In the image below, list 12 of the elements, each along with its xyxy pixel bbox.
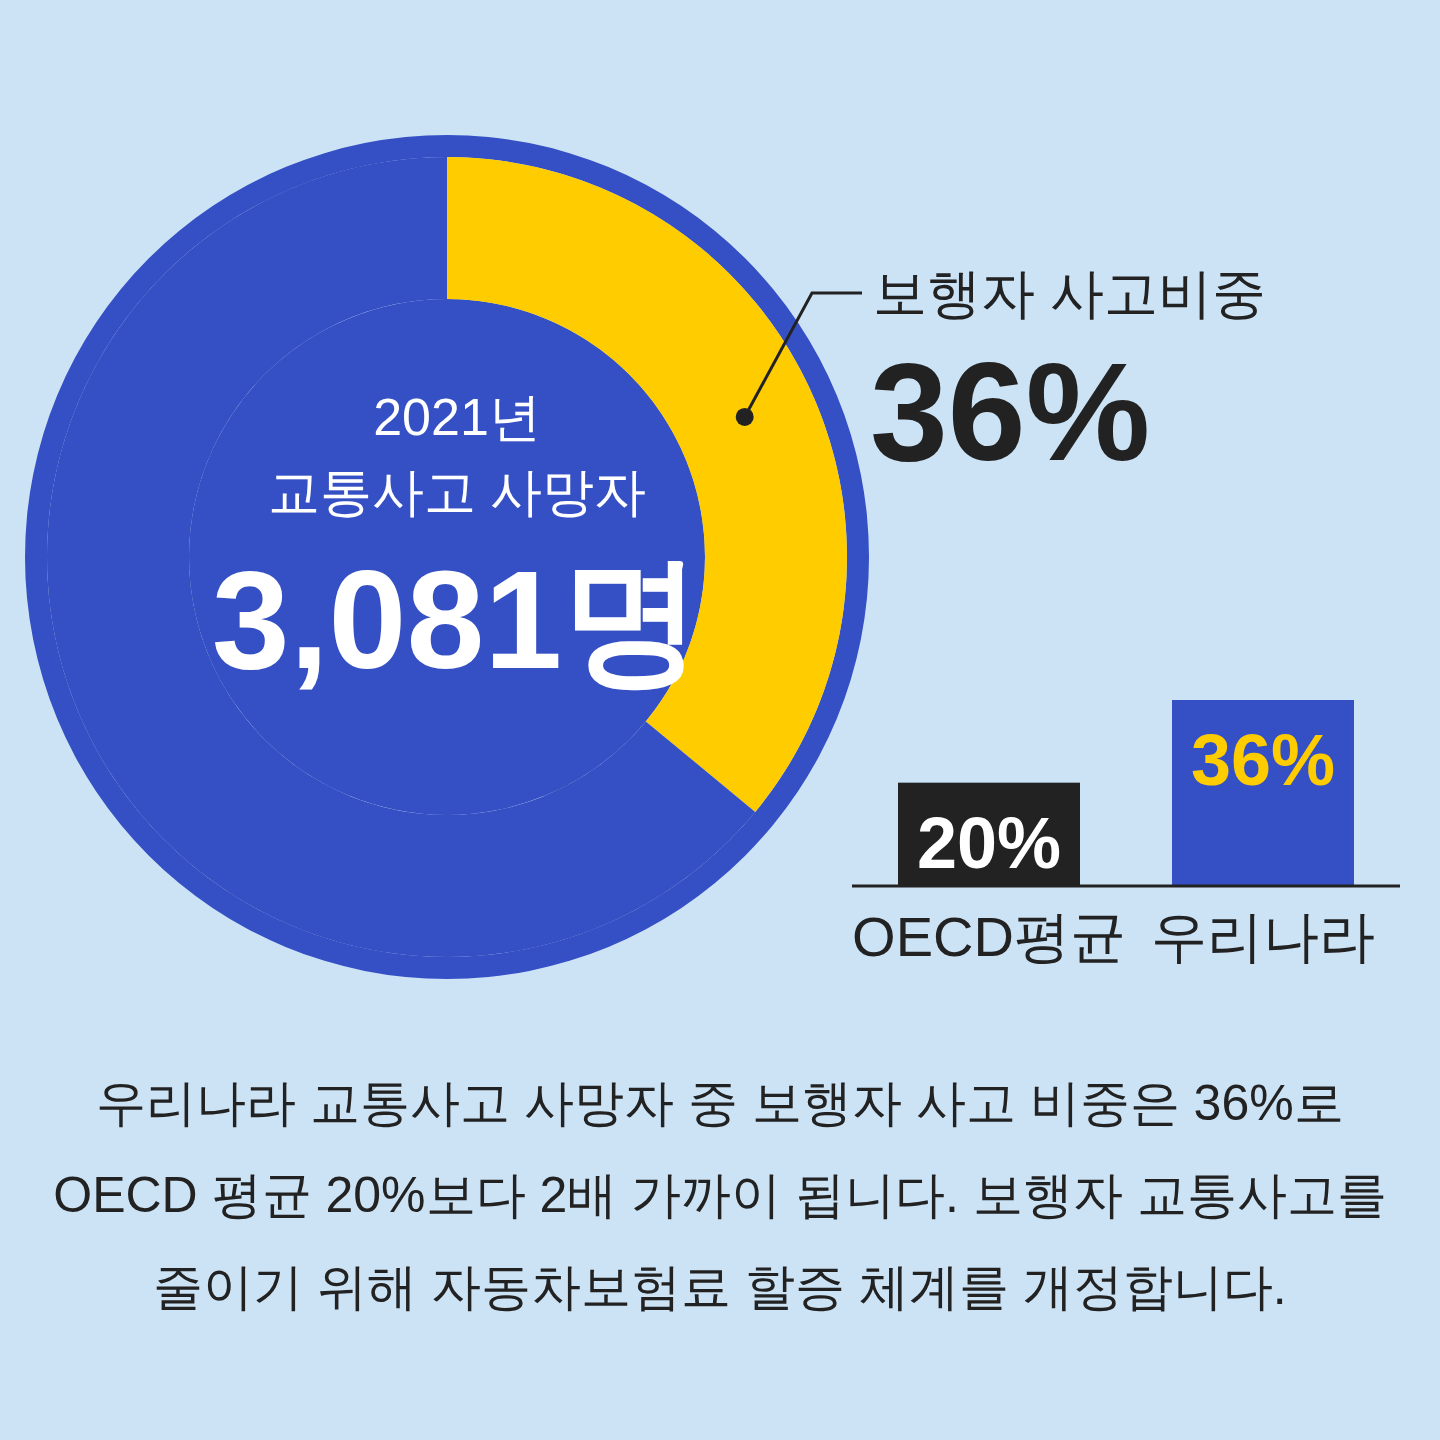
x-tick-label: 우리나라 <box>1151 905 1375 968</box>
text: 3,081명 <box>211 541 703 698</box>
text: 교통사고 사망자 <box>267 463 647 521</box>
data-label: 36% <box>870 333 1151 490</box>
text: 우리나라 교통사고 사망자 중 보행자 사고 비중은 36%로 <box>96 1075 1344 1131</box>
data-label: 36% <box>1190 720 1336 800</box>
data-label: 20% <box>916 802 1062 883</box>
text: 2021년 <box>373 388 541 446</box>
text: OECD 평균 20%보다 2배 가까이 됩니다. 보행자 교통사고를 <box>53 1167 1387 1223</box>
x-tick-label: OECD평균 <box>852 905 1126 968</box>
slice-label: 보행자 사고비중 <box>873 263 1267 323</box>
text: 줄이기 위해 자동차보험료 할증 체계를 개정합니다. <box>153 1259 1287 1315</box>
